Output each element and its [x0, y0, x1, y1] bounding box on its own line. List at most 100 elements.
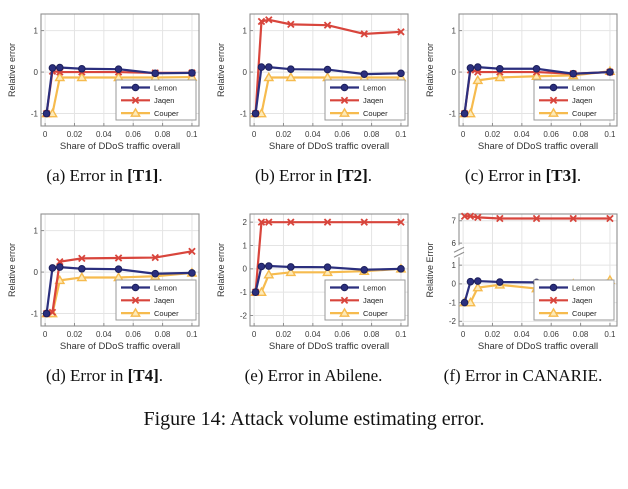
caption-suffix: . [158, 366, 164, 385]
caption-target: [T3] [545, 166, 577, 185]
svg-text:0: 0 [242, 68, 247, 77]
caption-prefix: (b) Error in [254, 166, 337, 185]
svg-text:Relative error: Relative error [7, 243, 17, 297]
svg-text:-1: -1 [30, 309, 38, 318]
svg-text:Relative error: Relative error [216, 243, 226, 297]
line-chart-t2: 0 0.02 0.04 0.06 0.08 0.1 -1 0 1 Relative error Sh… [216, 13, 409, 152]
svg-text:Lemon: Lemon [154, 283, 177, 292]
svg-text:0.02: 0.02 [485, 130, 501, 139]
caption-suffix: . [598, 366, 603, 385]
svg-text:0.1: 0.1 [604, 330, 616, 339]
subplot-caption-b: (b) Error in [T2]. [255, 166, 372, 186]
svg-text:0.06: 0.06 [334, 130, 350, 139]
svg-text:0.06: 0.06 [543, 330, 559, 339]
svg-text:Relative error: Relative error [216, 43, 226, 97]
subplot-caption-a: (a) Error in [T1]. [46, 166, 162, 186]
figure-caption: Figure 14: Attack volume estimating erro… [143, 408, 485, 430]
svg-text:Share of DDoS traffic overall: Share of DDoS traffic overall [478, 341, 598, 352]
subplot-a: 0 0.02 0.04 0.06 0.08 0.1 -1 0 1 Relative error Sh… [0, 6, 209, 186]
svg-text:Lemon: Lemon [363, 83, 386, 92]
svg-text:1: 1 [452, 26, 457, 35]
svg-text:-1: -1 [239, 288, 247, 297]
svg-text:1: 1 [33, 226, 38, 235]
caption-target: [T1] [127, 166, 159, 185]
svg-text:Jaqen: Jaqen [154, 96, 174, 105]
svg-text:Couper: Couper [363, 309, 388, 318]
svg-text:Couper: Couper [154, 109, 179, 118]
svg-text:0: 0 [33, 268, 38, 277]
svg-text:1: 1 [242, 26, 247, 35]
caption-suffix: . [576, 166, 582, 185]
svg-text:0: 0 [452, 68, 457, 77]
svg-text:0.06: 0.06 [334, 330, 350, 339]
svg-text:Jaqen: Jaqen [154, 296, 174, 305]
svg-text:Couper: Couper [154, 309, 179, 318]
svg-text:0: 0 [242, 265, 247, 274]
line-chart-canarie: 0 0.02 0.04 0.06 0.08 0.1 -2 -1 0 1 6 7 Relative Err… [425, 212, 618, 352]
caption-prefix: (d) Error in [45, 366, 128, 385]
svg-text:0.04: 0.04 [514, 130, 530, 139]
svg-text:0.08: 0.08 [154, 130, 170, 139]
subplot-f: 0 0.02 0.04 0.06 0.08 0.1 -2 -1 0 1 6 7 Relative Err… [418, 206, 628, 386]
svg-text:Lemon: Lemon [363, 283, 386, 292]
svg-text:0: 0 [452, 280, 457, 289]
svg-text:0: 0 [251, 330, 256, 339]
svg-text:0.1: 0.1 [395, 130, 407, 139]
subplot-caption-c: (c) Error in [T3]. [465, 166, 581, 186]
svg-text:0: 0 [461, 330, 466, 339]
svg-text:Share of DDoS traffic overall: Share of DDoS traffic overall [59, 341, 179, 352]
svg-text:0: 0 [42, 130, 47, 139]
svg-text:Lemon: Lemon [572, 283, 595, 292]
caption-target: Abilene [324, 366, 379, 385]
caption-prefix: (e) Error in [244, 366, 325, 385]
svg-text:0: 0 [33, 68, 38, 77]
svg-text:0.06: 0.06 [125, 130, 141, 139]
svg-text:-1: -1 [449, 109, 457, 118]
line-chart-t4: 0 0.02 0.04 0.06 0.08 0.1 -1 0 1 Relative error Sh… [7, 213, 200, 352]
svg-text:0.1: 0.1 [186, 330, 198, 339]
svg-text:-2: -2 [239, 311, 247, 320]
svg-text:7: 7 [452, 217, 457, 226]
svg-text:0.04: 0.04 [514, 330, 530, 339]
caption-prefix: (c) Error in [464, 166, 546, 185]
svg-text:0.08: 0.08 [363, 330, 379, 339]
svg-text:Couper: Couper [363, 109, 388, 118]
svg-text:0: 0 [461, 130, 466, 139]
svg-text:Relative error: Relative error [7, 43, 17, 97]
svg-text:0.08: 0.08 [573, 330, 589, 339]
subplot-caption-d: (d) Error in [T4]. [46, 366, 163, 386]
subplot-c: 0 0.02 0.04 0.06 0.08 0.1 -1 0 1 Relative error Sh… [418, 6, 628, 186]
svg-text:-1: -1 [449, 298, 457, 307]
line-chart-t3: 0 0.02 0.04 0.06 0.08 0.1 -1 0 1 Relative error Sh… [425, 13, 618, 152]
svg-text:0.04: 0.04 [96, 330, 112, 339]
svg-text:Share of DDoS traffic overall: Share of DDoS traffic overall [268, 341, 388, 352]
svg-text:Jaqen: Jaqen [363, 96, 383, 105]
caption-target: [T4] [127, 366, 159, 385]
svg-text:0: 0 [42, 330, 47, 339]
svg-text:Lemon: Lemon [572, 83, 595, 92]
svg-text:1: 1 [452, 261, 457, 270]
svg-text:0.1: 0.1 [604, 130, 616, 139]
subplot-caption-f: (f) Error in CANARIE. [444, 366, 603, 386]
subplot-d: 0 0.02 0.04 0.06 0.08 0.1 -1 0 1 Relative error Sh… [0, 206, 209, 386]
svg-text:2: 2 [242, 218, 247, 227]
caption-target: CANARIE [522, 366, 599, 385]
svg-text:Share of DDoS traffic overall: Share of DDoS traffic overall [59, 141, 179, 152]
svg-text:Jaqen: Jaqen [572, 296, 592, 305]
subplot-b: 0 0.02 0.04 0.06 0.08 0.1 -1 0 1 Relative error Sh… [209, 6, 418, 186]
caption-prefix: (f) Error in [443, 366, 523, 385]
subplot-e: 0 0.02 0.04 0.06 0.08 0.1 -2 -1 0 1 2 Relative erro… [209, 206, 418, 386]
svg-text:-2: -2 [449, 317, 457, 326]
svg-text:Jaqen: Jaqen [363, 296, 383, 305]
svg-text:0.04: 0.04 [305, 130, 321, 139]
caption-prefix: (a) Error in [46, 166, 128, 185]
svg-text:0.06: 0.06 [543, 130, 559, 139]
svg-text:-1: -1 [239, 109, 247, 118]
svg-text:0.08: 0.08 [363, 130, 379, 139]
svg-text:0.02: 0.02 [485, 330, 501, 339]
svg-text:0.02: 0.02 [66, 130, 82, 139]
svg-text:0: 0 [251, 130, 256, 139]
svg-text:0.02: 0.02 [66, 330, 82, 339]
svg-text:0.08: 0.08 [573, 130, 589, 139]
